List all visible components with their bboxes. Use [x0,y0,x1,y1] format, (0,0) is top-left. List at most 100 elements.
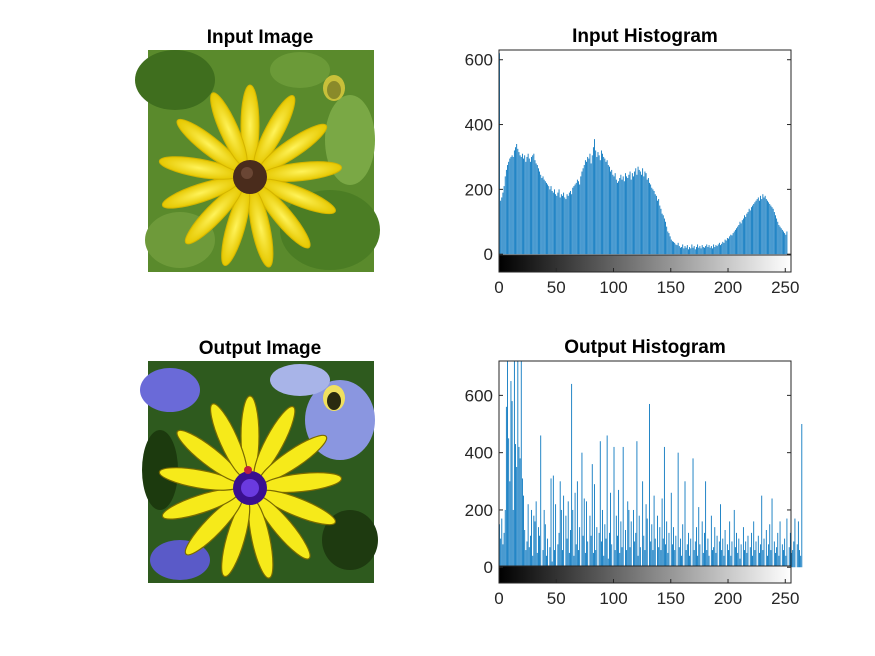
histogram-bar [507,361,508,567]
histogram-bar [685,481,686,567]
histogram-bar [539,536,540,568]
histogram-bar [714,527,715,567]
histogram-bar [777,533,778,567]
histogram-bar [523,496,524,568]
histogram-bar [513,510,514,567]
histogram-bar [720,245,721,254]
output-histogram-title: Output Histogram [564,337,726,358]
histogram-bar [560,481,561,567]
histogram-bar [593,147,594,254]
histogram-bar [607,435,608,567]
histogram-bar [746,214,747,255]
histogram-bar [565,516,566,568]
histogram-bar [776,547,777,567]
histogram-bar [532,155,533,254]
histogram-bar [647,180,648,255]
histogram-bar [601,150,602,254]
histogram-bar [525,550,526,567]
histogram-bar [677,245,678,254]
histogram-bar [514,150,515,254]
histogram-bar [780,227,781,255]
histogram-bar [699,544,700,567]
histogram-bar [766,199,767,254]
histogram-bar [693,248,694,254]
histogram-bar [584,498,585,567]
histogram-bar [801,424,802,567]
histogram-bar [568,501,569,567]
histogram-bar [753,521,754,567]
histogram-bar [664,219,665,255]
histogram-bar [614,447,615,567]
histogram-bar [681,247,682,254]
histogram-bar [551,186,552,254]
histogram-bar [555,194,556,254]
x-tick-label: 250 [771,589,799,608]
histogram-bar [562,550,563,567]
histogram-bar [553,476,554,568]
histogram-bar [722,242,723,254]
histogram-bar [670,236,671,254]
histogram-bar [649,183,650,254]
histogram-bar [702,245,703,254]
histogram-bar [627,501,628,567]
x-tick-label: 250 [771,278,799,297]
histogram-bar [733,233,734,254]
histogram-bar [690,248,691,254]
histogram-bar [651,188,652,254]
histogram-bar [525,162,526,254]
histogram-bar [643,536,644,568]
histogram-bar [792,550,793,567]
histogram-bar [536,163,537,254]
output-histogram: Output Histogram 0200400600 0 50 100 150 200… [465,337,803,608]
histogram-bar [713,244,714,254]
histogram-bar [709,245,710,254]
histogram-bar [513,157,514,254]
histogram-bar [696,247,697,254]
histogram-bar [756,201,757,254]
histogram-bar [651,524,652,567]
histogram-bar [653,550,654,567]
histogram-bar [602,154,603,254]
histogram-bar [728,550,729,567]
histogram-bar [775,553,776,567]
histogram-bar [569,553,570,567]
histogram-bar [751,533,752,567]
histogram-bar [746,553,747,567]
histogram-bar [649,404,650,567]
histogram-bar [594,484,595,567]
histogram-bar [679,547,680,567]
histogram-bar [583,536,584,568]
histogram-bar [663,215,664,254]
histogram-bar [773,209,774,254]
histogram-bar [517,361,518,567]
histogram-bar [579,184,580,254]
histogram-bar [583,168,584,254]
histogram-bar [572,188,573,254]
histogram-bar [781,228,782,254]
input-histogram-colorbar [499,255,791,272]
histogram-bar [527,541,528,567]
histogram-bar [665,222,666,254]
histogram-bar [718,244,719,254]
histogram-bar [575,184,576,254]
histogram-bar [727,238,728,254]
histogram-bar [552,191,553,254]
histogram-bar [729,521,730,567]
histogram-bar [732,541,733,567]
histogram-bar [729,236,730,254]
histogram-bar [722,539,723,568]
histogram-bar [661,209,662,254]
histogram-bar [548,186,549,254]
histogram-bar [551,478,552,567]
x-tick-label: 100 [599,278,627,297]
histogram-bar [606,162,607,254]
x-tick-label: 50 [547,278,566,297]
histogram-bar [549,547,550,567]
histogram-bar [554,189,555,254]
histogram-bar [674,550,675,567]
histogram-bar [786,519,787,568]
histogram-bar [772,207,773,254]
histogram-bar [715,553,716,567]
histogram-bar [648,178,649,254]
